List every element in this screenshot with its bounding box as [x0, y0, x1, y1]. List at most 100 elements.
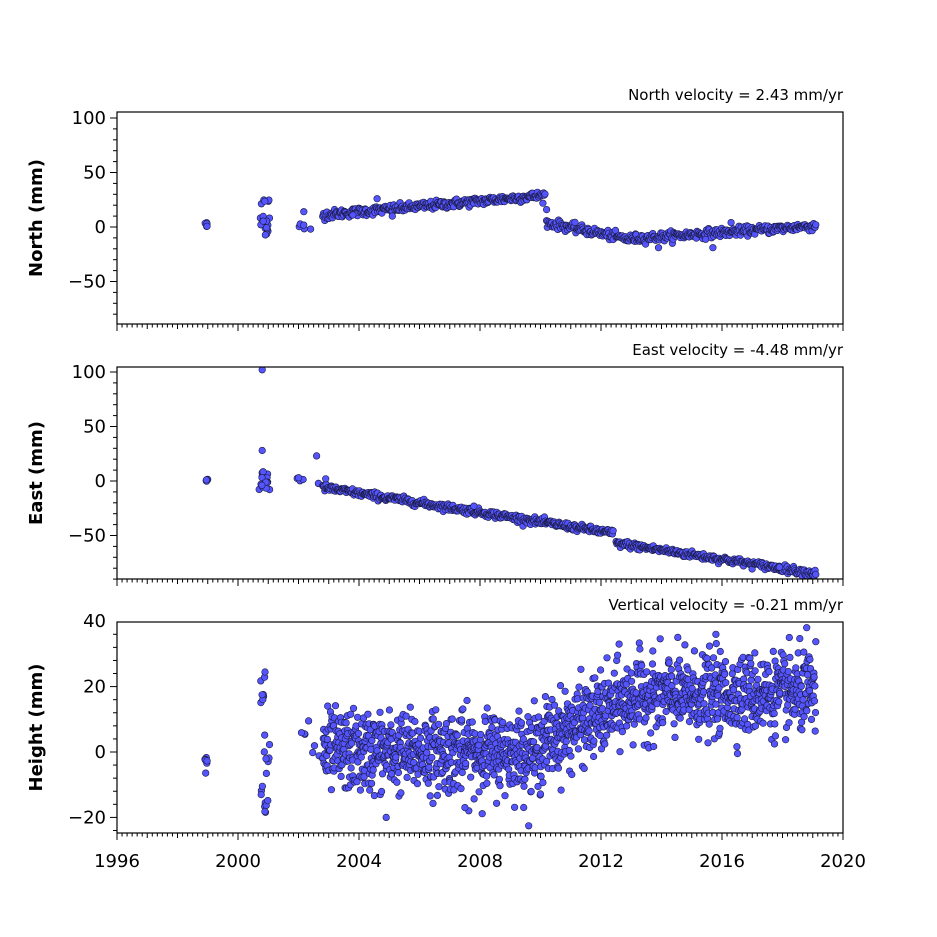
data-point: [483, 772, 491, 780]
data-point: [537, 772, 545, 781]
data-point: [810, 673, 818, 681]
data-point: [495, 775, 504, 783]
data-point: [459, 705, 467, 713]
data-point: [685, 717, 694, 726]
data-point: [347, 710, 355, 718]
data-point: [595, 698, 604, 707]
data-point: [392, 753, 400, 761]
data-point: [591, 674, 599, 682]
data-point: [483, 704, 491, 712]
data-point: [353, 778, 361, 786]
data-point: [792, 664, 800, 672]
data-point: [366, 786, 374, 794]
data-point: [264, 796, 272, 805]
data-point: [429, 799, 437, 808]
data-point: [258, 367, 266, 374]
data-point: [676, 714, 684, 722]
data-point: [784, 667, 793, 676]
y-axis-title: Height (mm): [26, 664, 47, 792]
data-point: [259, 468, 267, 476]
data-point: [654, 244, 663, 252]
data-point: [647, 729, 655, 737]
data-point: [721, 657, 730, 666]
data-point: [258, 446, 266, 455]
data-point: [490, 771, 498, 779]
data-point: [397, 789, 405, 797]
data-point: [458, 768, 466, 777]
data-point: [416, 734, 425, 742]
data-point: [524, 713, 532, 721]
data-point: [712, 630, 720, 638]
data-point: [435, 783, 443, 791]
data-point: [529, 738, 538, 746]
data-point: [483, 779, 491, 787]
data-point: [376, 708, 384, 716]
data-point: [521, 775, 529, 783]
data-point: [733, 749, 742, 758]
data-point: [567, 752, 575, 760]
data-point: [501, 792, 509, 800]
data-point: [261, 231, 270, 239]
data-point: [534, 713, 543, 721]
data-point: [775, 698, 783, 706]
data-point: [300, 221, 308, 229]
data-point: [722, 679, 730, 687]
data-point: [667, 672, 676, 680]
data-point: [263, 224, 271, 232]
data-point: [520, 803, 528, 812]
data-point: [378, 787, 386, 796]
data-point: [530, 697, 538, 705]
data-point: [406, 703, 414, 711]
x-tick-label: 2008: [457, 851, 503, 872]
data-points-north: [201, 188, 820, 252]
data-point: [759, 719, 767, 727]
data-point: [262, 769, 271, 778]
data-point: [258, 691, 266, 699]
data-point: [629, 741, 637, 749]
data-point: [542, 757, 551, 766]
data-point: [373, 195, 381, 203]
x-tick-label: 2012: [578, 851, 624, 872]
data-point: [747, 659, 755, 668]
data-point: [295, 474, 303, 482]
data-point: [799, 696, 807, 704]
data-point: [496, 782, 504, 790]
data-point: [705, 642, 714, 650]
data-point: [525, 822, 533, 830]
data-point: [368, 779, 376, 788]
data-point: [649, 647, 657, 655]
data-point: [557, 786, 565, 794]
y-tick-label: 20: [83, 677, 106, 698]
data-point: [378, 770, 387, 778]
data-point: [541, 190, 549, 198]
data-point: [635, 639, 643, 647]
x-tick-label: 2000: [215, 851, 261, 872]
data-point: [300, 208, 308, 216]
data-point: [463, 696, 471, 705]
data-point: [411, 717, 419, 726]
axes-frame: [116, 111, 844, 325]
x-tick-label: 2020: [820, 851, 866, 872]
data-point: [322, 475, 330, 483]
data-point: [810, 697, 819, 705]
data-point: [402, 712, 410, 720]
data-point: [586, 701, 594, 709]
data-point: [203, 222, 211, 230]
data-point: [202, 476, 210, 484]
data-point: [627, 677, 636, 685]
data-point: [601, 740, 609, 748]
data-point: [517, 719, 526, 727]
data-point: [751, 667, 759, 675]
data-point: [609, 527, 617, 535]
data-point: [550, 701, 559, 709]
data-point: [349, 211, 357, 219]
panel-height: −20 0 20 40 1996 2000 2004 2008 2012 2016 2020 Heig…: [26, 596, 866, 872]
data-point: [618, 728, 627, 736]
data-point: [426, 792, 434, 800]
data-point: [675, 656, 684, 664]
data-point: [556, 681, 565, 690]
data-point: [727, 219, 735, 227]
data-point: [751, 722, 760, 730]
data-point: [796, 634, 804, 643]
